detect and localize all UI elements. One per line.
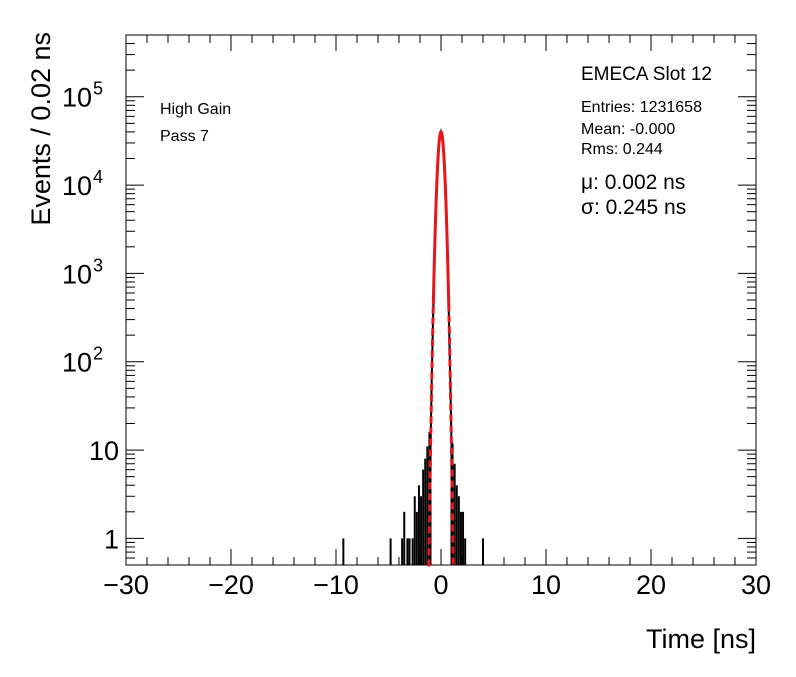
x-minor-ticks <box>146 35 736 565</box>
stats-rms: Rms: 0.244 <box>581 141 663 158</box>
x-tick-label: 0 <box>433 570 448 600</box>
x-tick-label: 20 <box>636 570 666 600</box>
y-tick-label: 10 <box>89 436 119 466</box>
x-tick-label: 10 <box>531 570 561 600</box>
fit-curve-extension-left <box>427 304 435 567</box>
y-tick-label: 10 <box>62 348 92 378</box>
x-tick-label: −20 <box>208 570 254 600</box>
fit-curve-extension-right <box>447 304 455 567</box>
y-major-ticks <box>126 96 756 539</box>
y-axis-label: Events / 0.02 ns <box>26 32 56 226</box>
x-tick-label: 30 <box>741 570 771 600</box>
fit-sigma: σ: 0.245 ns <box>581 196 686 219</box>
chart-title: EMECA Slot 12 <box>581 64 712 85</box>
x-tick-label: −10 <box>313 570 359 600</box>
y-tick-exponent: 5 <box>93 79 103 99</box>
x-axis-label: Time [ns] <box>646 624 756 654</box>
histogram-core <box>429 127 453 565</box>
y-minor-ticks <box>126 34 756 566</box>
annotation-pass: Pass 7 <box>160 128 209 145</box>
x-major-ticks <box>125 35 757 565</box>
y-tick-label: 10 <box>62 83 92 113</box>
y-tick-exponent: 4 <box>93 167 103 187</box>
fit-mu: μ: 0.002 ns <box>581 171 685 194</box>
x-tick-labels: −30 −20 −10 0 10 20 30 <box>103 570 771 600</box>
y-tick-label: 1 <box>104 524 119 554</box>
annotation-gain: High Gain <box>160 101 231 118</box>
y-tick-label: 10 <box>62 259 92 289</box>
fit-curve <box>431 130 451 305</box>
y-tick-exponent: 3 <box>93 255 103 275</box>
stats-entries: Entries: 1231658 <box>581 99 702 116</box>
y-tick-exponent: 2 <box>93 344 103 364</box>
histogram-tail-bins <box>342 432 484 565</box>
y-tick-label: 10 <box>62 171 92 201</box>
x-tick-label: −30 <box>103 570 149 600</box>
stats-mean: Mean: -0.000 <box>581 121 675 138</box>
